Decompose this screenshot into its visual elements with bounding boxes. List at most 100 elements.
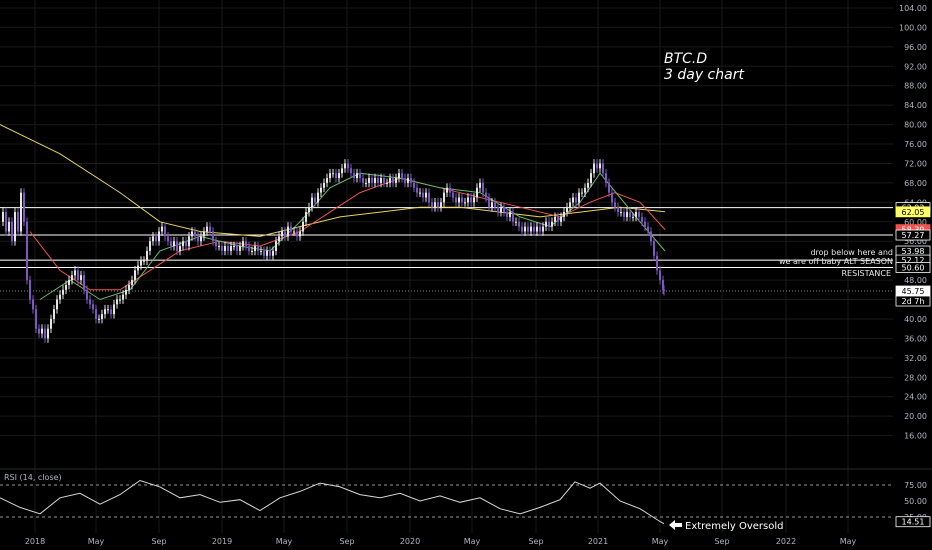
candle-body <box>494 202 496 208</box>
candle-body <box>242 241 244 247</box>
candle-body <box>209 226 211 232</box>
x-tick-label: 2022 <box>776 537 796 546</box>
candle-body <box>590 173 592 183</box>
price-tag-label: 45.75 <box>902 287 925 296</box>
candle-body <box>362 178 364 183</box>
candle-body <box>332 173 334 175</box>
candle-body <box>116 299 118 305</box>
candle-body <box>80 275 82 281</box>
candle-body <box>632 216 634 218</box>
candle-body <box>2 212 4 222</box>
ma-line <box>29 177 666 291</box>
price-candles <box>2 159 665 343</box>
candle-body <box>119 299 121 301</box>
candle-body <box>446 187 448 193</box>
y-tick-label: 28.00 <box>904 373 927 382</box>
candle-body <box>663 289 665 292</box>
candle-body <box>359 173 361 179</box>
candle-body <box>473 197 475 203</box>
candle-body <box>266 250 268 256</box>
arrow-left-icon <box>669 520 682 530</box>
x-tick-label: Sep <box>528 537 543 546</box>
time-axis[interactable]: 2018 May Sep 2019 May Sep 2020 May Sep 2021 May Sep… <box>25 537 857 546</box>
rsi-line <box>0 479 665 525</box>
candle-body <box>176 241 178 251</box>
candle-body <box>566 207 568 213</box>
candle-body <box>107 309 109 311</box>
candle-body <box>542 226 544 232</box>
candle-body <box>470 197 472 203</box>
candle-body <box>455 197 457 203</box>
candle-body <box>626 212 628 217</box>
candle-body <box>149 241 151 251</box>
candle-body <box>587 182 589 188</box>
x-tick-label: May <box>276 537 293 546</box>
price-tag-label: 57.27 <box>902 231 925 240</box>
candle-body <box>110 309 112 315</box>
candle-body <box>260 250 262 252</box>
candle-body <box>407 178 409 183</box>
chart-subtitle: 3 day chart <box>664 67 744 83</box>
candle-body <box>161 226 163 232</box>
candle-body <box>47 328 49 339</box>
resistance-label: RESISTANCE <box>842 269 892 278</box>
candle-body <box>158 231 160 242</box>
candle-body <box>236 246 238 251</box>
candle-body <box>392 178 394 183</box>
candle-body <box>272 250 274 256</box>
x-tick-label: Sep <box>151 537 166 546</box>
candle-body <box>32 299 34 310</box>
candle-body <box>500 207 502 213</box>
candle-body <box>212 231 214 242</box>
candle-body <box>137 265 139 271</box>
candle-body <box>284 231 286 237</box>
candle-body <box>437 202 439 208</box>
candle-body <box>413 182 415 188</box>
y-tick-label: 76.00 <box>904 140 927 149</box>
candle-body <box>548 221 550 227</box>
candle-body <box>647 226 649 232</box>
candle-body <box>371 178 373 183</box>
candle-body <box>614 202 616 208</box>
candle-body <box>188 236 190 247</box>
candle-body <box>374 178 376 183</box>
countdown-label: 2d 7h <box>902 297 925 306</box>
candle-body <box>350 168 352 174</box>
y-tick-label: 56.00 <box>904 237 927 246</box>
candle-body <box>422 192 424 198</box>
candle-body <box>122 294 124 300</box>
candle-body <box>551 221 553 227</box>
y-tick-label: 88.00 <box>904 82 927 91</box>
candle-body <box>419 192 421 194</box>
candle-body <box>173 241 175 247</box>
candle-body <box>527 226 529 232</box>
y-tick-label: 84.00 <box>904 101 927 110</box>
y-tick-label: 68.00 <box>904 179 927 188</box>
candle-body <box>302 221 304 232</box>
candle-body <box>491 202 493 208</box>
candle-body <box>386 182 388 184</box>
candle-body <box>404 178 406 183</box>
candle-body <box>5 212 7 232</box>
candle-body <box>512 212 514 222</box>
candle-body <box>245 241 247 247</box>
candle-body <box>224 246 226 251</box>
candle-body <box>257 246 259 251</box>
candle-body <box>641 216 643 222</box>
price-axis[interactable]: 104.00 100.00 96.00 92.00 88.00 84.00 80.00 76.… <box>899 4 927 441</box>
candle-body <box>488 197 490 208</box>
candle-body <box>50 318 52 329</box>
candle-body <box>140 260 142 266</box>
candle-body <box>305 212 307 222</box>
candle-body <box>71 275 73 281</box>
candle-body <box>125 289 127 295</box>
price-tag-label: 53.98 <box>902 247 925 256</box>
candle-body <box>227 246 229 251</box>
y-tick-label: 32.00 <box>904 354 927 363</box>
candle-body <box>59 294 61 300</box>
candle-body <box>95 309 97 319</box>
candle-body <box>215 241 217 247</box>
candle-body <box>341 168 343 174</box>
y-tick-label: 92.00 <box>904 62 927 71</box>
